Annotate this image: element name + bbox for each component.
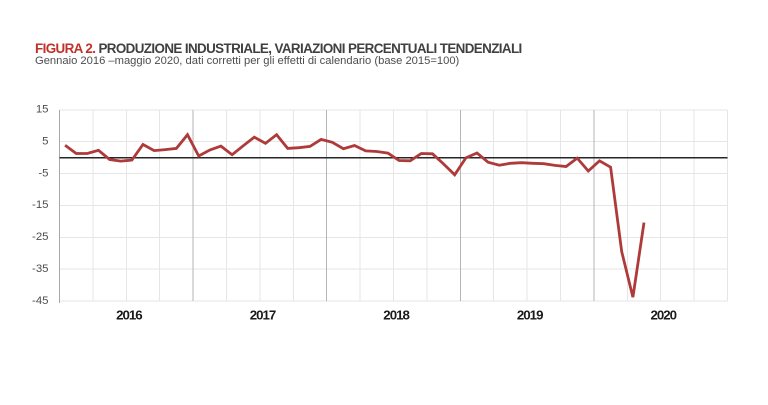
svg-text:2016: 2016 (116, 308, 142, 323)
svg-text:-45: -45 (32, 295, 48, 307)
svg-text:-15: -15 (32, 199, 48, 211)
svg-text:2019: 2019 (517, 308, 543, 323)
svg-text:-25: -25 (32, 231, 48, 243)
svg-text:-35: -35 (32, 263, 48, 275)
svg-text:5: 5 (42, 136, 48, 148)
svg-text:2017: 2017 (250, 308, 276, 323)
svg-text:15: 15 (36, 104, 49, 116)
svg-text:2018: 2018 (383, 308, 409, 323)
svg-text:-5: -5 (38, 167, 48, 179)
svg-text:2020: 2020 (651, 308, 677, 323)
